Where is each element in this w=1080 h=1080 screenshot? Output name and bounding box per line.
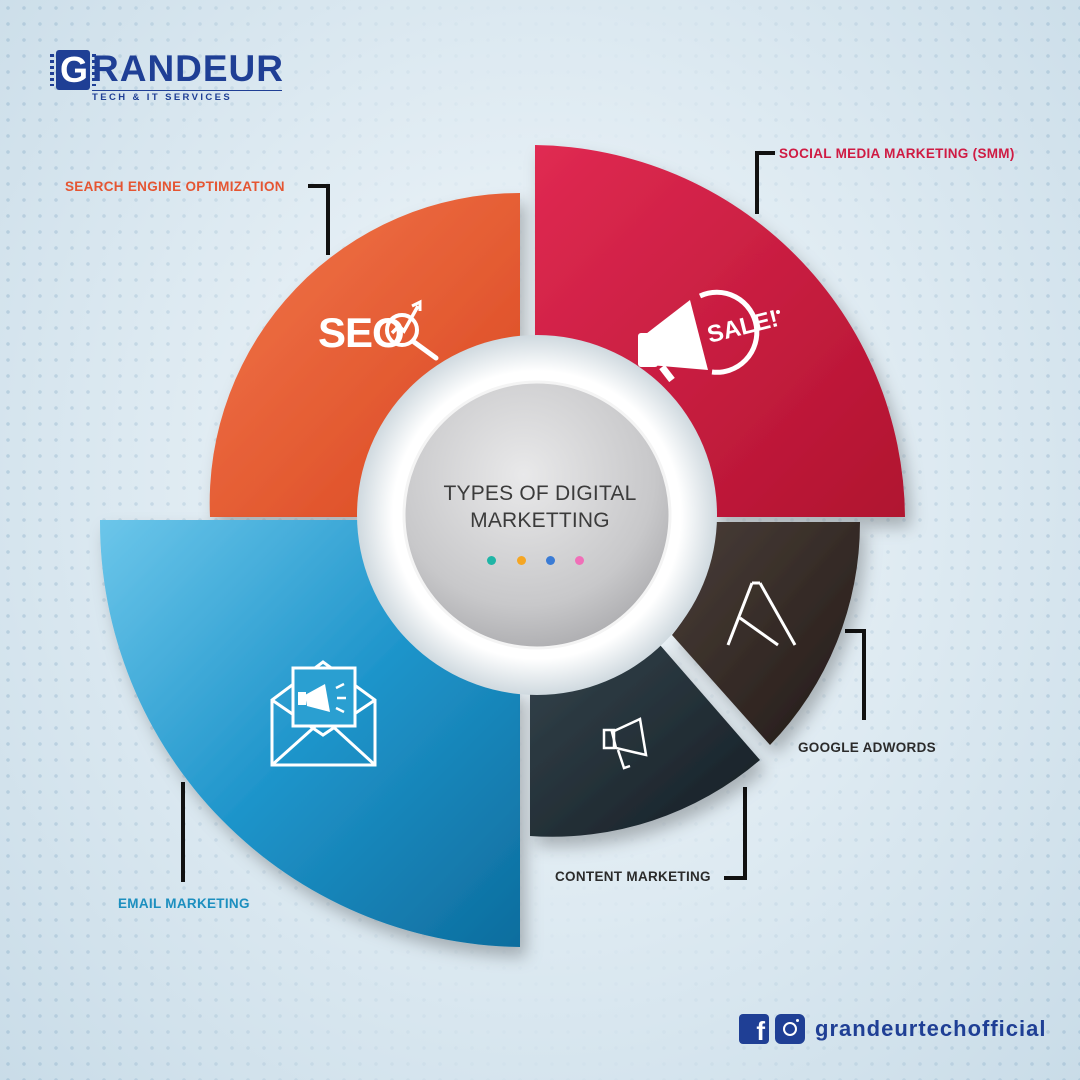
- svg-text:SEO: SEO: [318, 309, 404, 356]
- center-dots: [487, 556, 587, 566]
- label-search-engine-optimization: SEARCH ENGINE OPTIMIZATION: [65, 179, 285, 194]
- segment-email[interactable]: [99, 520, 521, 947]
- megaphone-icon: [602, 717, 648, 770]
- label-content-marketing: CONTENT MARKETING: [555, 869, 711, 884]
- center-disc: [402, 380, 672, 650]
- label-google-adwords: GOOGLE ADWORDS: [798, 740, 936, 755]
- seo-icon: SEO: [318, 299, 439, 361]
- label-email-marketing: EMAIL MARKETING: [118, 896, 250, 911]
- social-footer: f grandeurtechofficial: [739, 1012, 1069, 1046]
- segment-google-ads[interactable]: [672, 522, 861, 745]
- social-handle[interactable]: grandeurtechofficial: [815, 1016, 1047, 1041]
- connector-seo: [308, 184, 330, 255]
- chip-icon: [50, 50, 96, 90]
- connector-smm: [755, 151, 775, 214]
- brand-tagline: TECH & IT SERVICES: [92, 90, 282, 103]
- dot-pink: [575, 556, 584, 565]
- brand-name: RANDEUR: [92, 48, 284, 89]
- segment-smm[interactable]: [535, 145, 905, 517]
- dot-orange: [517, 556, 526, 565]
- dot-teal: [487, 556, 496, 565]
- logo-letter: G: [60, 49, 89, 90]
- connector-ads: [845, 629, 866, 720]
- brand-logo: G RANDEUR TECH & IT SERVICES: [50, 44, 283, 103]
- label-social-media-marketing: SOCIAL MEDIA MARKETING (SMM): [779, 146, 1015, 161]
- google-ads-icon: [726, 581, 797, 647]
- instagram-icon[interactable]: [775, 1014, 805, 1044]
- center-title: TYPES OF DIGITAL MARKETTING: [443, 482, 637, 532]
- connector-content: [724, 787, 747, 880]
- facebook-icon[interactable]: f: [739, 1014, 769, 1044]
- segment-content[interactable]: [530, 645, 760, 837]
- dot-blue: [546, 556, 555, 565]
- segment-seo[interactable]: [209, 192, 520, 518]
- email-megaphone-icon: [270, 660, 377, 767]
